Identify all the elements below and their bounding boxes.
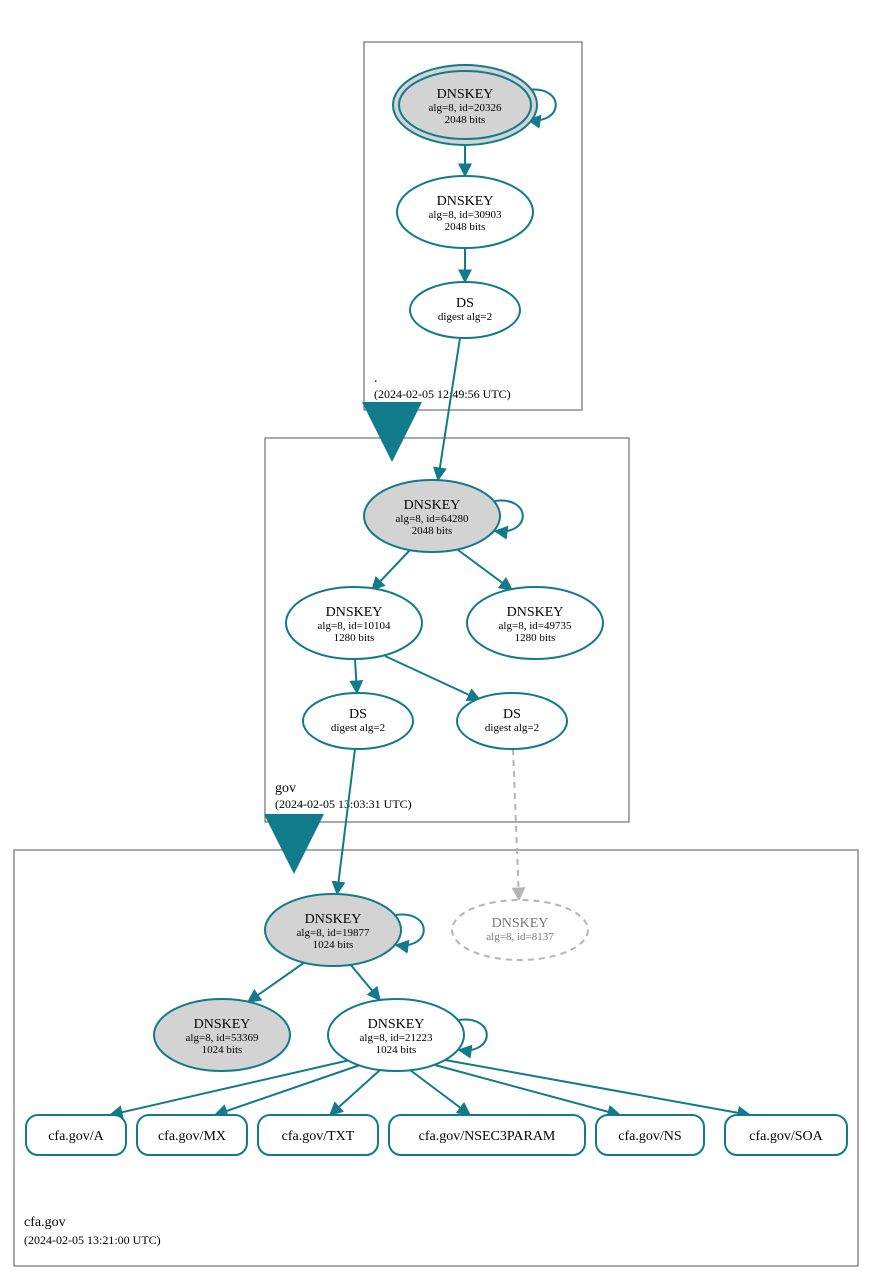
svg-text:DS: DS [503,707,521,722]
svg-text:alg=8, id=64280: alg=8, id=64280 [396,513,469,525]
edge-zsk2-soa [445,1060,750,1115]
edge-zsk2-ns [435,1065,620,1115]
svg-text:DNSKEY: DNSKEY [492,916,549,931]
svg-text:DNSKEY: DNSKEY [326,605,383,620]
svg-text:alg=8, id=53369: alg=8, id=53369 [186,1032,259,1044]
rrset-label: cfa.gov/SOA [749,1129,823,1144]
svg-text:digest alg=2: digest alg=2 [485,722,539,734]
node-cfa-ksk: DNSKEY alg=8, id=19877 1024 bits [265,894,401,966]
zone-gov-label: gov [275,781,296,796]
svg-text:DNSKEY: DNSKEY [194,1017,251,1032]
svg-text:1280 bits: 1280 bits [334,632,375,644]
zone-gov-timestamp: (2024-02-05 13:03:31 UTC) [275,797,412,811]
zone-root-label: . [374,371,378,386]
rrset-label: cfa.gov/NS [618,1129,681,1144]
rrset-label: cfa.gov/MX [158,1129,226,1144]
svg-text:DNSKEY: DNSKEY [437,87,494,102]
node-gov-ds1: DS digest alg=2 [303,693,413,749]
edge-gov-ksk-zsk1 [372,550,410,590]
edge-gov-ksk-zsk2 [458,550,512,590]
svg-text:DNSKEY: DNSKEY [437,194,494,209]
edge-deleg-gov-cfa [294,822,302,856]
svg-text:alg=8, id=21223: alg=8, id=21223 [360,1032,433,1044]
edge-deleg-root-gov [392,410,400,444]
svg-text:alg=8, id=19877: alg=8, id=19877 [297,927,370,939]
edge-gov-ds2-cfa-missing [513,749,519,900]
rrset-label: cfa.gov/NSEC3PARAM [419,1129,556,1144]
rrset-label: cfa.gov/A [48,1129,104,1144]
node-cfa-zsk2: DNSKEY alg=8, id=21223 1024 bits [328,999,464,1071]
svg-text:DS: DS [349,707,367,722]
svg-text:2048 bits: 2048 bits [445,114,486,126]
edge-gov-zsk1-ds2 [385,656,480,700]
svg-text:digest alg=2: digest alg=2 [331,722,385,734]
svg-text:2048 bits: 2048 bits [412,525,453,537]
node-cfa-zsk1: DNSKEY alg=8, id=53369 1024 bits [154,999,290,1071]
svg-text:DNSKEY: DNSKEY [368,1017,425,1032]
svg-text:1024 bits: 1024 bits [376,1044,417,1056]
edge-zsk2-nsec3 [410,1070,470,1115]
edge-zsk2-txt [330,1070,380,1115]
edge-gov-zsk1-ds1 [355,659,357,693]
svg-text:1280 bits: 1280 bits [515,632,556,644]
rrset-label: cfa.gov/TXT [282,1129,355,1144]
node-root-ds: DS digest alg=2 [410,282,520,338]
svg-text:DNSKEY: DNSKEY [404,498,461,513]
svg-text:alg=8, id=49735: alg=8, id=49735 [499,620,572,632]
edge-cfa-ksk-zsk1 [248,962,305,1002]
svg-text:DNSKEY: DNSKEY [507,605,564,620]
node-cfa-missing: DNSKEY alg=8, id=8137 [452,900,588,960]
node-gov-ksk: DNSKEY alg=8, id=64280 2048 bits [364,480,500,552]
edge-cfa-ksk-zsk2 [350,964,380,1000]
svg-text:alg=8, id=30903: alg=8, id=30903 [429,209,502,221]
node-root-ksk: DNSKEY alg=8, id=20326 2048 bits [393,65,537,145]
node-gov-zsk1: DNSKEY alg=8, id=10104 1280 bits [286,587,422,659]
node-gov-zsk2: DNSKEY alg=8, id=49735 1280 bits [467,587,603,659]
edge-root-ds-gov-ksk [438,338,460,480]
svg-text:DNSKEY: DNSKEY [305,912,362,927]
node-root-zsk: DNSKEY alg=8, id=30903 2048 bits [397,176,533,248]
zone-cfa-label: cfa.gov [24,1215,66,1230]
zone-cfa-timestamp: (2024-02-05 13:21:00 UTC) [24,1233,161,1247]
svg-text:alg=8, id=10104: alg=8, id=10104 [318,620,391,632]
svg-text:DS: DS [456,296,474,311]
svg-text:alg=8, id=20326: alg=8, id=20326 [429,102,502,114]
svg-text:digest alg=2: digest alg=2 [438,311,492,323]
zone-root-timestamp: (2024-02-05 12:49:56 UTC) [374,387,511,401]
node-gov-ds2: DS digest alg=2 [457,693,567,749]
svg-text:1024 bits: 1024 bits [202,1044,243,1056]
svg-text:alg=8, id=8137: alg=8, id=8137 [486,931,554,943]
svg-text:1024 bits: 1024 bits [313,939,354,951]
svg-text:2048 bits: 2048 bits [445,221,486,233]
